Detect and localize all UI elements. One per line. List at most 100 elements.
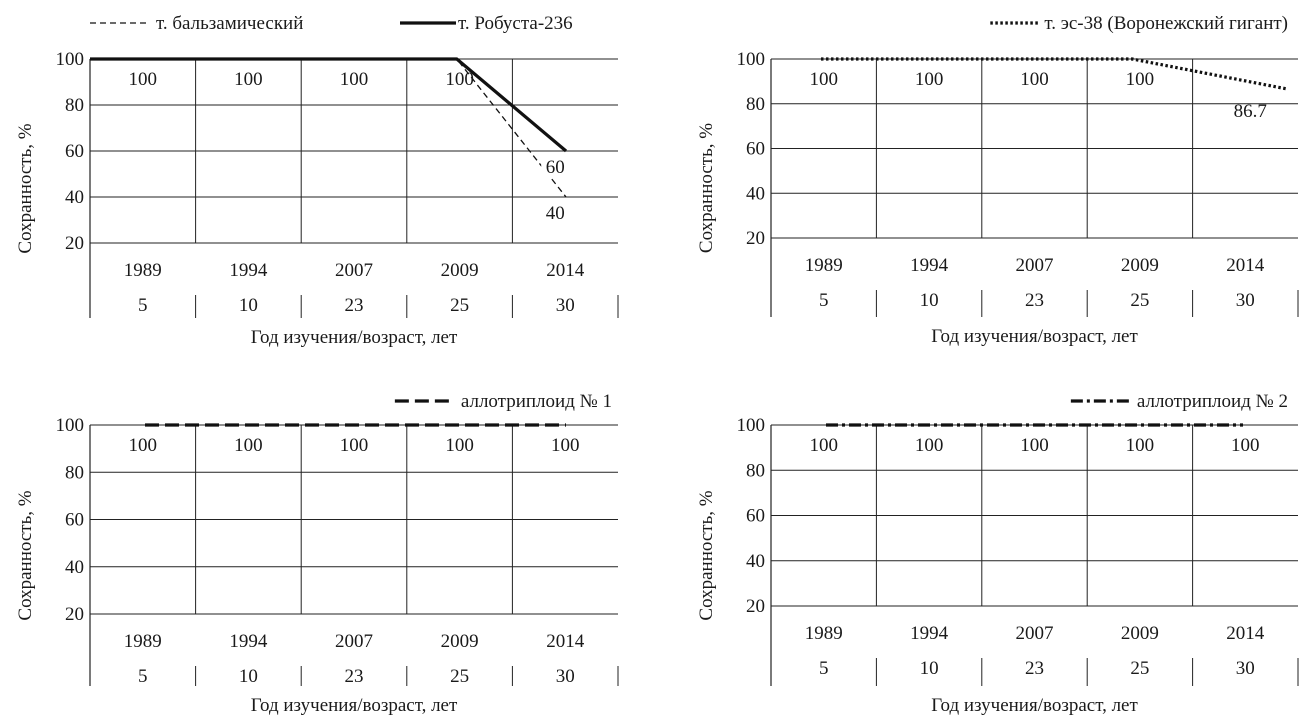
x-tick-label-age: 23 [345, 295, 364, 316]
data-label: 60 [546, 157, 565, 178]
data-label: 100 [915, 69, 944, 90]
x-tick-label-age: 23 [1025, 290, 1044, 311]
data-label: 100 [809, 435, 838, 456]
x-tick-label-age: 30 [556, 295, 575, 316]
y-tick-label: 80 [746, 94, 765, 115]
x-tick-label-year: 1994 [910, 623, 949, 644]
y-tick-label: 40 [746, 183, 765, 204]
y-axis-label: Сохранность, % [696, 490, 717, 620]
y-tick-label: 40 [65, 187, 84, 208]
x-tick-label-age: 10 [239, 666, 258, 687]
x-tick-label-year: 1989 [805, 623, 843, 644]
y-tick-label: 20 [746, 596, 765, 617]
y-tick-label: 60 [746, 139, 765, 160]
y-axis-label: Сохранность, % [15, 490, 36, 620]
x-tick-label-year: 1994 [229, 260, 268, 281]
data-label: 100 [234, 435, 263, 456]
y-tick-label: 60 [65, 141, 84, 162]
x-axis-label: Год изучения/возраст, лет [931, 326, 1138, 347]
data-label: 100 [809, 69, 838, 90]
y-tick-label: 100 [56, 415, 85, 436]
data-label: 40 [546, 203, 565, 224]
x-tick-label-year: 2014 [546, 260, 585, 281]
data-label: 100 [1126, 435, 1155, 456]
data-label: 100 [129, 435, 158, 456]
x-tick-label-age: 25 [450, 295, 469, 316]
legend-label: аллотриплоид № 1 [461, 391, 612, 412]
data-label: 86.7 [1234, 101, 1267, 122]
x-tick-label-year: 2009 [441, 260, 479, 281]
chart-1: 20 40 60 80 100 1989 5 1994 10 2007 23 2009 25 2014 30… [15, 13, 618, 348]
data-label: 100 [1020, 69, 1049, 90]
x-tick-label-age: 10 [920, 658, 939, 679]
data-label: 100 [129, 69, 158, 90]
data-label: 100 [445, 435, 474, 456]
series-line [90, 59, 566, 197]
x-tick-label-year: 1994 [910, 255, 949, 276]
x-tick-label-year: 1989 [124, 260, 162, 281]
y-tick-label: 40 [746, 551, 765, 572]
data-label: 100 [340, 69, 369, 90]
x-tick-label-year: 2009 [1121, 623, 1159, 644]
data-label: 100 [915, 435, 944, 456]
x-tick-label-year: 2014 [1226, 623, 1265, 644]
x-tick-label-age: 25 [450, 666, 469, 687]
y-tick-label: 100 [737, 415, 766, 436]
x-tick-label-age: 25 [1130, 658, 1149, 679]
x-tick-label-year: 1994 [229, 631, 268, 652]
chart-2: 20 40 60 80 100 1989 5 1994 10 2007 23 2009 25 2014 30… [696, 13, 1298, 347]
data-label: 100 [1020, 435, 1049, 456]
x-tick-label-age: 30 [1236, 658, 1255, 679]
data-label: 100 [234, 69, 263, 90]
x-tick-label-age: 10 [920, 290, 939, 311]
y-tick-label: 60 [65, 510, 84, 531]
y-tick-label: 20 [65, 604, 84, 625]
x-tick-label-age: 5 [819, 658, 829, 679]
y-tick-label: 80 [65, 95, 84, 116]
x-axis-label: Год изучения/возраст, лет [251, 327, 458, 348]
legend-label: аллотриплоид № 2 [1137, 391, 1288, 412]
y-tick-label: 80 [746, 460, 765, 481]
data-label: 100 [551, 435, 580, 456]
chart-3: 20 40 60 80 100 1989 5 1994 10 2007 23 2009 25 2014 30… [15, 391, 618, 716]
x-tick-label-age: 5 [138, 666, 148, 687]
y-tick-label: 20 [746, 228, 765, 249]
x-tick-label-age: 25 [1130, 290, 1149, 311]
legend-label: т. бальзамический [156, 13, 303, 34]
y-tick-label: 80 [65, 462, 84, 483]
x-tick-label-year: 1989 [805, 255, 843, 276]
x-tick-label-age: 30 [1236, 290, 1255, 311]
data-label: 100 [340, 435, 369, 456]
x-tick-label-year: 2007 [335, 631, 373, 652]
y-axis-label: Сохранность, % [15, 123, 36, 253]
x-tick-label-age: 23 [345, 666, 364, 687]
x-tick-label-age: 23 [1025, 658, 1044, 679]
chart-4: 20 40 60 80 100 1989 5 1994 10 2007 23 2009 25 2014 30… [696, 391, 1298, 716]
legend-label: т. Робуста-236 [458, 13, 573, 34]
x-tick-label-year: 2009 [441, 631, 479, 652]
y-tick-label: 20 [65, 233, 84, 254]
x-tick-label-year: 2009 [1121, 255, 1159, 276]
x-tick-label-year: 2007 [335, 260, 373, 281]
x-tick-label-age: 5 [138, 295, 148, 316]
x-axis-label: Год изучения/возраст, лет [931, 695, 1138, 716]
y-tick-label: 40 [65, 557, 84, 578]
x-tick-label-age: 30 [556, 666, 575, 687]
y-tick-label: 100 [56, 49, 85, 70]
y-axis-label: Сохранность, % [696, 123, 717, 253]
x-tick-label-year: 2007 [1016, 255, 1054, 276]
x-tick-label-age: 5 [819, 290, 829, 311]
x-tick-label-year: 2007 [1016, 623, 1054, 644]
x-tick-label-year: 2014 [546, 631, 585, 652]
legend-label: т. эс-38 (Воронежский гигант) [1044, 13, 1288, 34]
x-tick-label-age: 10 [239, 295, 258, 316]
x-tick-label-year: 2014 [1226, 255, 1265, 276]
x-tick-label-year: 1989 [124, 631, 162, 652]
y-tick-label: 100 [737, 49, 766, 70]
data-label: 100 [1231, 435, 1260, 456]
x-axis-label: Год изучения/возраст, лет [251, 695, 458, 716]
data-label: 100 [445, 69, 474, 90]
y-tick-label: 60 [746, 506, 765, 527]
data-label: 100 [1126, 69, 1155, 90]
